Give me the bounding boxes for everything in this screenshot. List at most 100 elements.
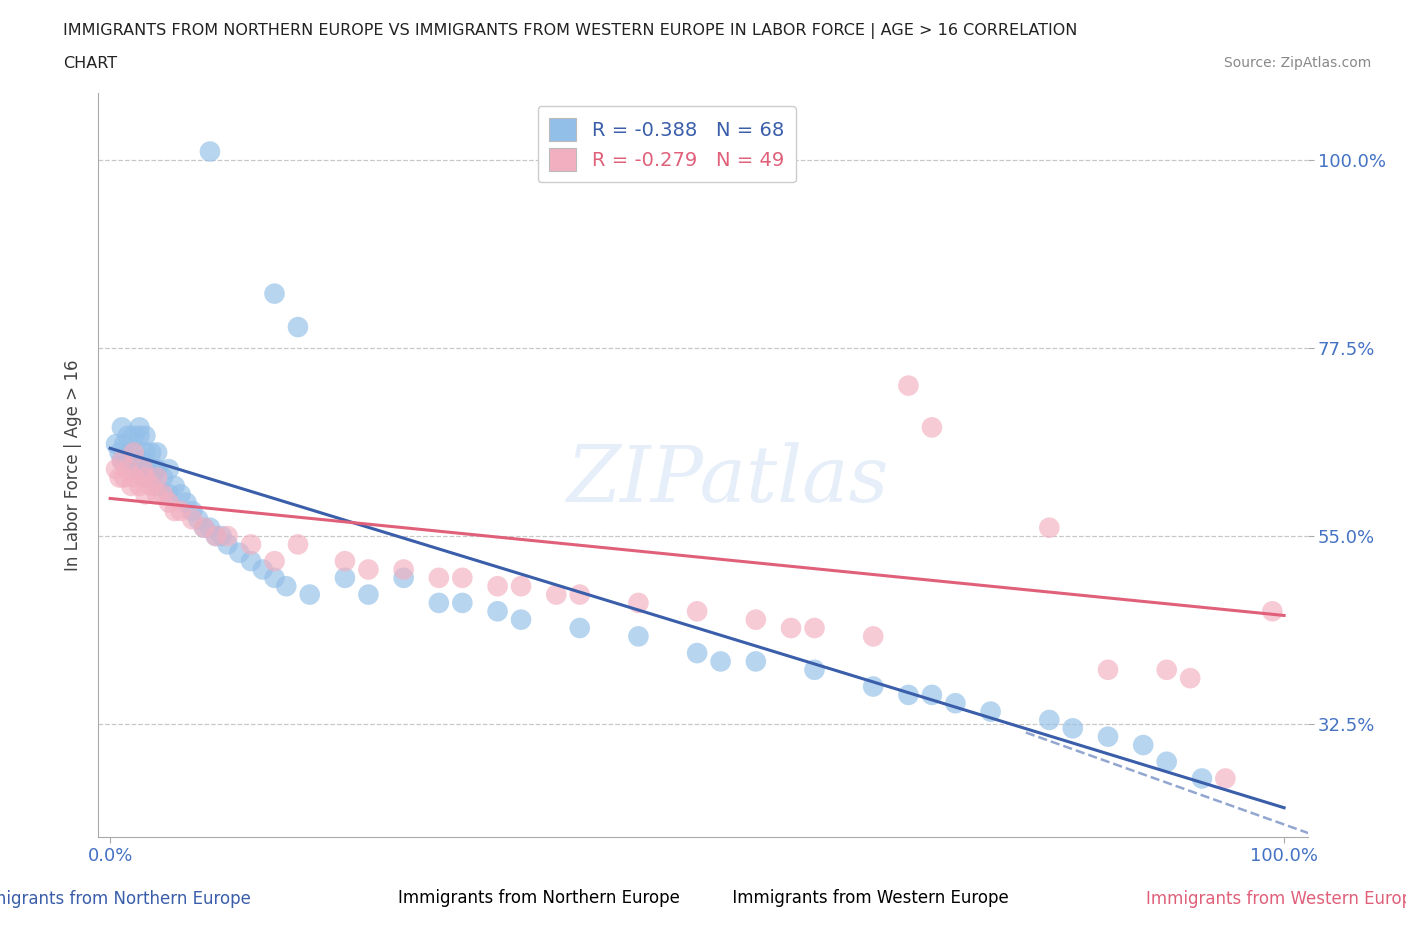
Point [333, 570, 356, 585]
Point [132, 454, 155, 469]
Point [217, 537, 239, 551]
Y-axis label: In Labor Force | Age > 16: In Labor Force | Age > 16 [65, 359, 83, 571]
Point [125, 445, 148, 460]
Point [240, 553, 263, 568]
Point [427, 595, 450, 610]
Point [193, 520, 215, 535]
Point [146, 461, 169, 476]
Point [546, 587, 568, 602]
Point [204, 528, 226, 543]
Point [198, 520, 221, 535]
Point [357, 562, 380, 577]
Point [627, 629, 650, 644]
Point [193, 520, 215, 535]
Point [134, 470, 156, 485]
Point [152, 486, 174, 501]
Point [122, 429, 145, 444]
Point [263, 286, 285, 301]
Point [128, 461, 150, 476]
Point [128, 420, 150, 435]
Point [157, 495, 180, 510]
Point [146, 470, 169, 485]
Point [921, 687, 943, 702]
Text: Immigrants from Western Europe: Immigrants from Western Europe [1146, 890, 1406, 908]
Point [945, 696, 967, 711]
Point [128, 478, 150, 493]
Point [122, 445, 145, 460]
Point [745, 654, 768, 669]
Point [686, 645, 709, 660]
Point [710, 654, 733, 669]
Point [240, 537, 263, 551]
Point [204, 528, 226, 543]
Point [392, 570, 415, 585]
Point [169, 486, 191, 501]
Point [128, 429, 150, 444]
Point [146, 486, 169, 501]
Point [117, 429, 139, 444]
Point [228, 545, 250, 560]
Point [146, 478, 169, 493]
Point [252, 562, 274, 577]
Point [803, 662, 825, 677]
Point [120, 478, 142, 493]
Point [122, 470, 145, 485]
Text: Source: ZipAtlas.com: Source: ZipAtlas.com [1223, 56, 1371, 70]
Point [451, 595, 474, 610]
Point [451, 570, 474, 585]
Point [392, 562, 415, 577]
Text: Immigrants from Northern Europe          Immigrants from Western Europe: Immigrants from Northern Europe Immigran… [398, 889, 1008, 907]
Point [163, 503, 186, 518]
Text: IMMIGRANTS FROM NORTHERN EUROPE VS IMMIGRANTS FROM WESTERN EUROPE IN LABOR FORCE: IMMIGRANTS FROM NORTHERN EUROPE VS IMMIG… [63, 23, 1077, 39]
Point [510, 612, 533, 627]
Point [134, 486, 156, 501]
Point [921, 420, 943, 435]
Point [181, 503, 204, 518]
Point [298, 587, 321, 602]
Point [427, 570, 450, 585]
Point [187, 512, 209, 526]
Point [146, 445, 169, 460]
Text: ZIPatlas: ZIPatlas [567, 442, 889, 518]
Point [287, 537, 309, 551]
Point [163, 478, 186, 493]
Point [1062, 721, 1084, 736]
Point [287, 320, 309, 335]
Point [120, 445, 142, 460]
Point [108, 470, 131, 485]
Point [143, 461, 166, 476]
Point [1038, 712, 1060, 727]
Point [1180, 671, 1202, 685]
Text: CHART: CHART [63, 56, 117, 71]
Point [217, 528, 239, 543]
Point [1097, 662, 1119, 677]
Point [112, 470, 135, 485]
Point [105, 461, 128, 476]
Point [862, 629, 884, 644]
Point [181, 512, 204, 526]
Text: Immigrants from Northern Europe: Immigrants from Northern Europe [0, 890, 252, 908]
Point [897, 687, 920, 702]
Point [803, 620, 825, 635]
Point [111, 454, 134, 469]
Point [157, 461, 180, 476]
Point [141, 478, 163, 493]
Point [276, 578, 298, 593]
Point [1132, 737, 1154, 752]
Point [263, 553, 285, 568]
Point [568, 620, 591, 635]
Point [486, 604, 509, 618]
Point [112, 437, 135, 452]
Point [211, 528, 233, 543]
Point [780, 620, 803, 635]
Point [169, 503, 191, 518]
Point [111, 420, 134, 435]
Point [486, 578, 509, 593]
Point [108, 445, 131, 460]
Point [897, 379, 920, 393]
Point [1097, 729, 1119, 744]
Point [1038, 520, 1060, 535]
Point [132, 461, 155, 476]
Point [122, 461, 145, 476]
Point [980, 704, 1002, 719]
